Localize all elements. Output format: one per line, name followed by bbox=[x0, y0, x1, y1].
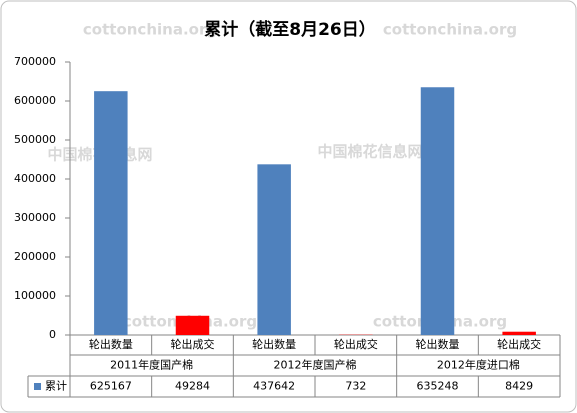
y-tick-label: 300000 bbox=[14, 211, 56, 224]
table-value: 8429 bbox=[505, 380, 533, 393]
chart-title: 累计（截至8月26日） bbox=[204, 19, 376, 40]
y-tick-label: 0 bbox=[49, 328, 56, 341]
y-tick-label: 500000 bbox=[14, 133, 56, 146]
watermark: cottonchina.org bbox=[83, 21, 217, 39]
watermark: cottonchina.org bbox=[383, 21, 517, 39]
y-tick-label: 200000 bbox=[14, 250, 56, 263]
x-tick-label: 轮出数量 bbox=[416, 337, 460, 351]
group-label: 2012年度国产棉 bbox=[274, 358, 357, 372]
x-tick-label: 轮出数量 bbox=[89, 337, 133, 351]
bar bbox=[175, 315, 210, 335]
x-tick-label: 轮出成交 bbox=[334, 337, 378, 351]
y-tick-label: 600000 bbox=[14, 94, 56, 107]
y-tick-label: 700000 bbox=[14, 55, 56, 68]
x-tick-label: 轮出成交 bbox=[497, 337, 541, 351]
table-value: 625167 bbox=[90, 380, 132, 393]
y-tick-label: 400000 bbox=[14, 172, 56, 185]
legend-swatch bbox=[34, 383, 41, 390]
bar bbox=[502, 331, 536, 335]
watermark: 中国棉花信息网 bbox=[317, 143, 422, 161]
x-tick-label: 轮出成交 bbox=[171, 337, 215, 351]
bar bbox=[257, 164, 291, 335]
group-label: 2011年度国产棉 bbox=[110, 358, 193, 372]
y-tick-label: 100000 bbox=[14, 289, 56, 302]
bar bbox=[94, 91, 128, 335]
legend-label: 累计 bbox=[45, 380, 67, 393]
bar bbox=[420, 87, 455, 335]
group-label: 2012年度进口棉 bbox=[437, 358, 520, 372]
x-tick-label: 轮出数量 bbox=[252, 337, 296, 351]
table-value: 732 bbox=[345, 380, 366, 393]
table-value: 49284 bbox=[175, 380, 210, 393]
table-value: 635248 bbox=[417, 380, 459, 393]
table-value: 437642 bbox=[253, 380, 295, 393]
